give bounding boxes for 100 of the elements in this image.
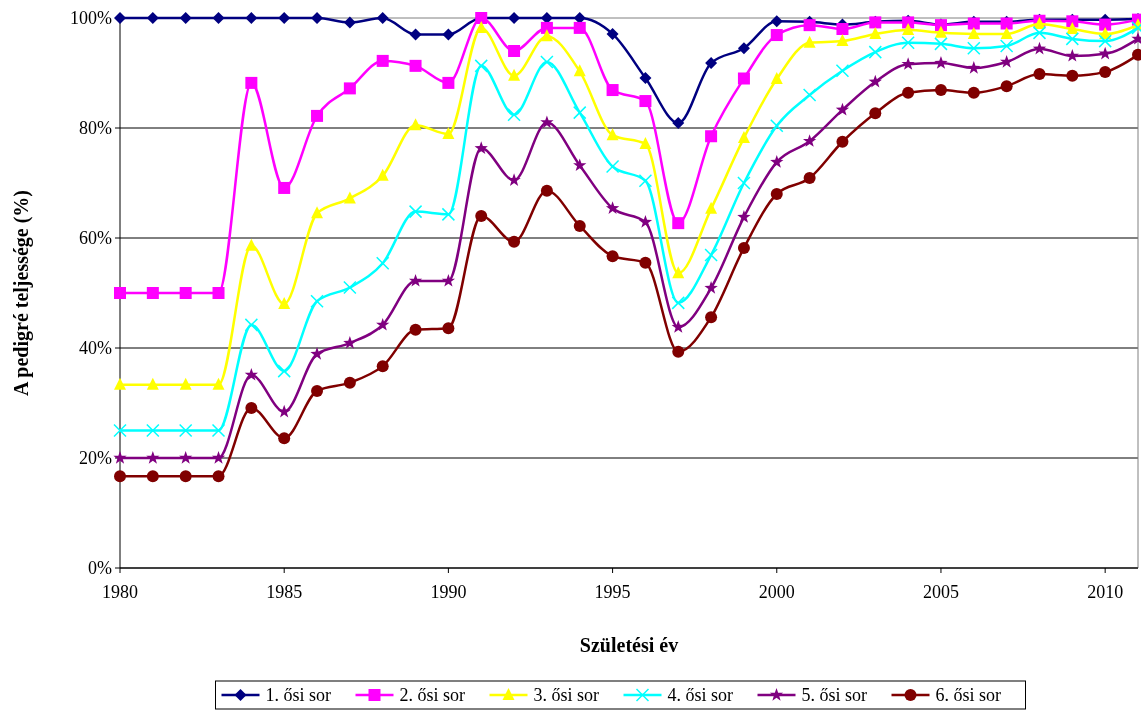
point (802, 134, 817, 147)
point (146, 451, 160, 464)
point (540, 184, 553, 197)
point (179, 12, 192, 24)
point (212, 377, 225, 390)
point (672, 117, 685, 130)
point (606, 84, 619, 97)
point (572, 105, 587, 120)
point (376, 317, 390, 331)
point (376, 12, 389, 24)
point (540, 21, 553, 34)
point (179, 287, 192, 299)
x-tick-label: 2000 (758, 582, 795, 602)
point (606, 27, 619, 40)
point (475, 210, 488, 222)
point (310, 347, 324, 360)
point (1065, 48, 1079, 62)
point (146, 287, 159, 299)
point (639, 256, 652, 269)
point (474, 59, 488, 73)
point (442, 76, 455, 89)
point (639, 95, 652, 108)
point (573, 158, 587, 172)
point (967, 61, 981, 74)
legend-label: 2. ősi sor (399, 685, 466, 706)
y-tick-label: 80% (79, 118, 112, 139)
point (1032, 26, 1047, 40)
legend-label: 4. ősi sor (667, 685, 734, 706)
point (770, 188, 783, 200)
point (114, 470, 126, 483)
y-tick-label: 40% (79, 338, 112, 359)
point (1033, 68, 1046, 81)
point (343, 280, 357, 295)
point (672, 266, 685, 279)
point (441, 273, 456, 287)
x-tick-label: 1990 (430, 582, 467, 602)
point (704, 281, 718, 294)
point (442, 322, 455, 335)
point (244, 318, 259, 332)
point (605, 201, 620, 214)
x-tick-label: 1980 (102, 582, 138, 602)
point (803, 172, 816, 185)
point (245, 401, 258, 414)
point (934, 84, 947, 97)
point (573, 219, 586, 232)
point (934, 25, 947, 38)
point (638, 174, 653, 188)
point (1000, 80, 1013, 93)
point (179, 377, 192, 390)
point (672, 217, 685, 230)
point (508, 45, 521, 57)
point (967, 86, 980, 99)
point (277, 364, 291, 378)
legend-label: 6. ősi sor (935, 685, 1002, 706)
point (278, 181, 291, 194)
point (835, 64, 850, 78)
point (310, 294, 324, 308)
point (1066, 22, 1079, 34)
point (212, 287, 225, 299)
point (868, 74, 882, 88)
point (1099, 18, 1112, 31)
point (540, 29, 553, 42)
point (376, 168, 389, 181)
x-axis-title: Születési év (579, 634, 679, 656)
point (1065, 32, 1080, 46)
point (967, 41, 981, 55)
point (836, 23, 849, 35)
point (869, 26, 882, 39)
x-tick-label: 1995 (594, 582, 631, 602)
point (474, 141, 488, 155)
legend-label: 3. ősi sor (533, 685, 600, 706)
point (1099, 65, 1112, 78)
point (770, 29, 783, 42)
y-tick-label: 0% (88, 558, 112, 579)
point (737, 241, 750, 254)
point (507, 173, 521, 186)
point (606, 250, 619, 263)
point (409, 323, 422, 336)
point (836, 135, 849, 148)
point (343, 376, 356, 389)
point (113, 423, 127, 438)
point (408, 273, 423, 287)
point (343, 82, 356, 95)
point (869, 107, 882, 120)
point (1066, 69, 1079, 82)
point (311, 109, 324, 122)
point (278, 432, 291, 445)
point (704, 248, 718, 262)
point (737, 210, 751, 223)
point (311, 206, 324, 219)
point (836, 34, 849, 47)
point (114, 287, 126, 299)
point (311, 12, 324, 24)
point (409, 118, 422, 131)
y-tick-label: 60% (79, 228, 112, 249)
point (934, 56, 948, 69)
point (244, 367, 259, 381)
point (540, 55, 554, 69)
y-tick-label: 100% (70, 8, 112, 29)
point (770, 119, 784, 133)
